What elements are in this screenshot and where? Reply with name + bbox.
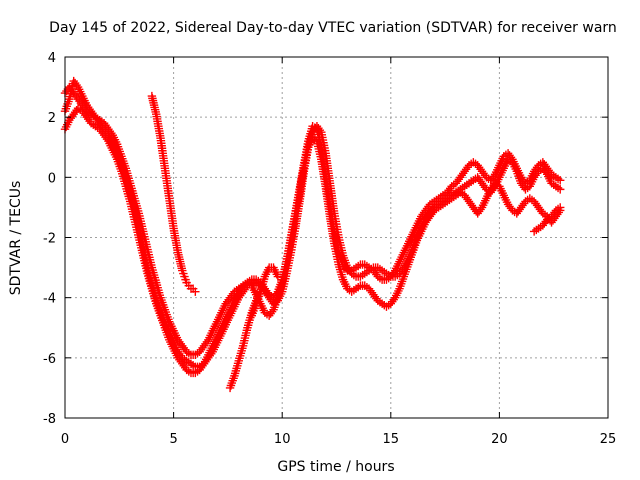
x-tick-label: 15 [383,432,400,447]
series-2 [60,103,565,378]
data-point [556,185,565,194]
y-tick-label: 4 [48,51,56,66]
data-point [556,176,565,185]
y-tick-label: -8 [43,412,56,427]
chart-title: Day 145 of 2022, Sidereal Day-to-day VTE… [49,20,617,36]
series-7 [529,203,565,236]
x-tick-label: 5 [169,432,177,447]
data-point [556,203,565,212]
x-tick-label: 10 [274,432,291,447]
y-tick-label: -6 [43,352,56,367]
plot-marks [60,76,565,393]
y-tick-label: -4 [43,292,56,307]
y-tick-label: 2 [48,111,56,126]
grid [65,57,608,418]
data-point [191,287,200,296]
x-tick-label: 25 [600,432,617,447]
series-3 [60,76,565,360]
axis-ticks: 0 5 10 15 20 25 -8 -6 -4 -2 0 2 4 [43,51,616,447]
y-axis-label: SDTVAR / TECUs [8,181,24,296]
y-tick-label: -2 [43,232,56,247]
x-axis-label: GPS time / hours [277,459,394,475]
y-tick-label: 0 [48,171,56,186]
data-point [273,272,283,281]
x-tick-label: 0 [61,432,69,447]
x-tick-label: 20 [491,432,508,447]
series-6 [247,263,283,320]
series-4 [147,91,200,296]
